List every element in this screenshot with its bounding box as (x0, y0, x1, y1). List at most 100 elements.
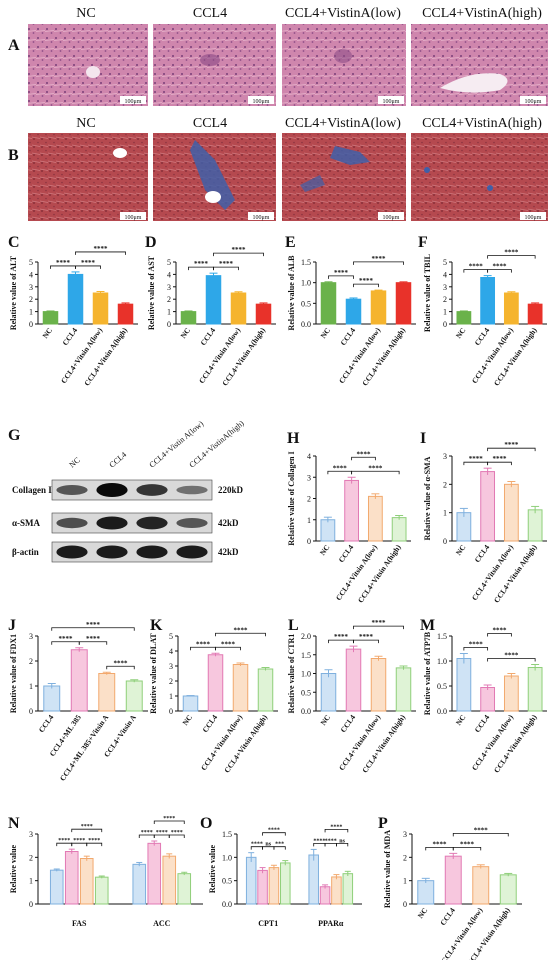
y-tick-label: 3 (443, 283, 447, 292)
x-tick-label: CCL4+Vitsin A(high) (492, 713, 539, 775)
blot-band (176, 485, 208, 495)
significance-label: **** (359, 277, 374, 285)
blot-strip (51, 479, 213, 501)
x-tick-label: NC (41, 326, 55, 340)
y-tick-label: 1 (29, 877, 33, 886)
y-tick-label: 0.5 (301, 299, 311, 308)
y-tick-label: 5 (169, 632, 173, 641)
blot-band (136, 545, 168, 559)
blot-band (56, 517, 88, 529)
bar (162, 855, 177, 905)
he-image-nc: 100μm (28, 24, 148, 106)
blot-band (96, 545, 128, 559)
bar (391, 517, 407, 542)
x-tick-label: NC (181, 713, 195, 727)
x-tick-label: CCL4 (339, 326, 358, 347)
scale-bar-label: 100μm (253, 215, 270, 221)
panel-letter: P (378, 815, 388, 832)
significance-bracket (336, 843, 349, 847)
y-tick-label: 2 (169, 677, 173, 686)
y-tick-label: 0.0 (301, 707, 311, 716)
bar (92, 292, 109, 325)
significance-label: **** (58, 838, 70, 844)
blot-band (176, 545, 208, 559)
y-tick-label: 2 (403, 853, 407, 862)
x-tick-label: CCL4+Vitsin A(low) (334, 543, 379, 603)
x-tick-label: NC (179, 326, 193, 340)
significance-bracket (487, 658, 536, 662)
blot-protein-label: Collagen I (12, 485, 52, 495)
scale-bar-label: 100μm (383, 215, 400, 221)
significance-bracket (353, 283, 379, 288)
significance-bracket (487, 461, 512, 466)
bar (125, 680, 143, 712)
panel-letter: C (8, 234, 20, 251)
y-tick-label: 1.0 (301, 670, 311, 679)
bar (232, 664, 249, 712)
y-tick-label: 2.0 (301, 632, 311, 641)
blot-band (136, 516, 168, 530)
panel-letter-B: B (8, 147, 19, 164)
header-ccl4-a: CCL4 (193, 6, 227, 21)
y-tick-label: 0 (167, 320, 171, 329)
bar (64, 851, 79, 905)
bar (499, 874, 517, 905)
y-tick-label: 1 (403, 877, 407, 886)
x-tick-label: CCL4+Vitsin A(high) (492, 326, 539, 388)
significance-bracket (71, 828, 103, 833)
x-tick-label: CCL4 (473, 713, 492, 734)
bar (417, 880, 435, 905)
y-tick-label: 3 (169, 662, 173, 671)
bar (456, 311, 472, 325)
bar (503, 483, 519, 542)
significance-label: **** (504, 249, 519, 257)
y-axis-title: Relative value (208, 844, 217, 893)
blot-band (176, 518, 208, 528)
bar (527, 509, 543, 542)
bar (257, 668, 274, 712)
y-tick-label: 1 (29, 682, 33, 691)
significance-bracket (452, 846, 482, 851)
bar (70, 649, 88, 712)
bar (527, 303, 543, 325)
significance-bracket (153, 820, 185, 824)
y-tick-label: 1.5 (437, 632, 447, 641)
significance-label: **** (469, 455, 484, 463)
bar (98, 673, 116, 712)
micro-headers-row-A: NC CCL4 CCL4+VistinA(low) CCL4+VistinA(h… (76, 6, 542, 21)
significance-label: **** (333, 464, 348, 472)
y-tick-label: 4 (29, 270, 33, 279)
x-tick-label: PPARα (318, 919, 344, 928)
y-tick-label: 1.0 (222, 853, 232, 862)
blot-strip (51, 512, 213, 534)
micro-headers-row-B: NC CCL4 CCL4+VistinA(low) CCL4+VistinA(h… (76, 116, 542, 131)
x-tick-label: NC (454, 713, 468, 727)
bar (42, 311, 59, 325)
header-low-b: CCL4+VistinA(low) (285, 116, 401, 131)
chart-F: F 0 1 2 3 4 5 Relative value of TBIL NC CCL4CCL4+… (418, 234, 547, 388)
x-tick-label: CCL4 (473, 326, 492, 347)
significance-bracket (324, 829, 349, 833)
y-axis-title: Relative value of α-SMA (423, 456, 432, 540)
significance-bracket (75, 251, 126, 255)
bar (67, 273, 84, 325)
x-tick-label: ACC (153, 919, 171, 928)
bar (370, 290, 387, 325)
y-tick-label: 0 (307, 537, 311, 546)
y-tick-label: 3 (29, 632, 33, 641)
he-image-high: 100μm (411, 24, 548, 106)
significance-bracket (452, 832, 509, 837)
western-blot: NC CCL4 CCL4+Vistin A(low)CCL4+VistinA(hig… (12, 418, 246, 563)
bar (255, 303, 272, 325)
x-tick-label: NC (416, 906, 430, 920)
y-tick-label: 0.0 (222, 900, 232, 909)
significance-label: **** (334, 269, 349, 277)
blot-strip (51, 541, 213, 563)
y-tick-label: 2 (29, 657, 33, 666)
significance-bracket (487, 255, 536, 259)
masson-image-high: 100μm (411, 133, 548, 221)
